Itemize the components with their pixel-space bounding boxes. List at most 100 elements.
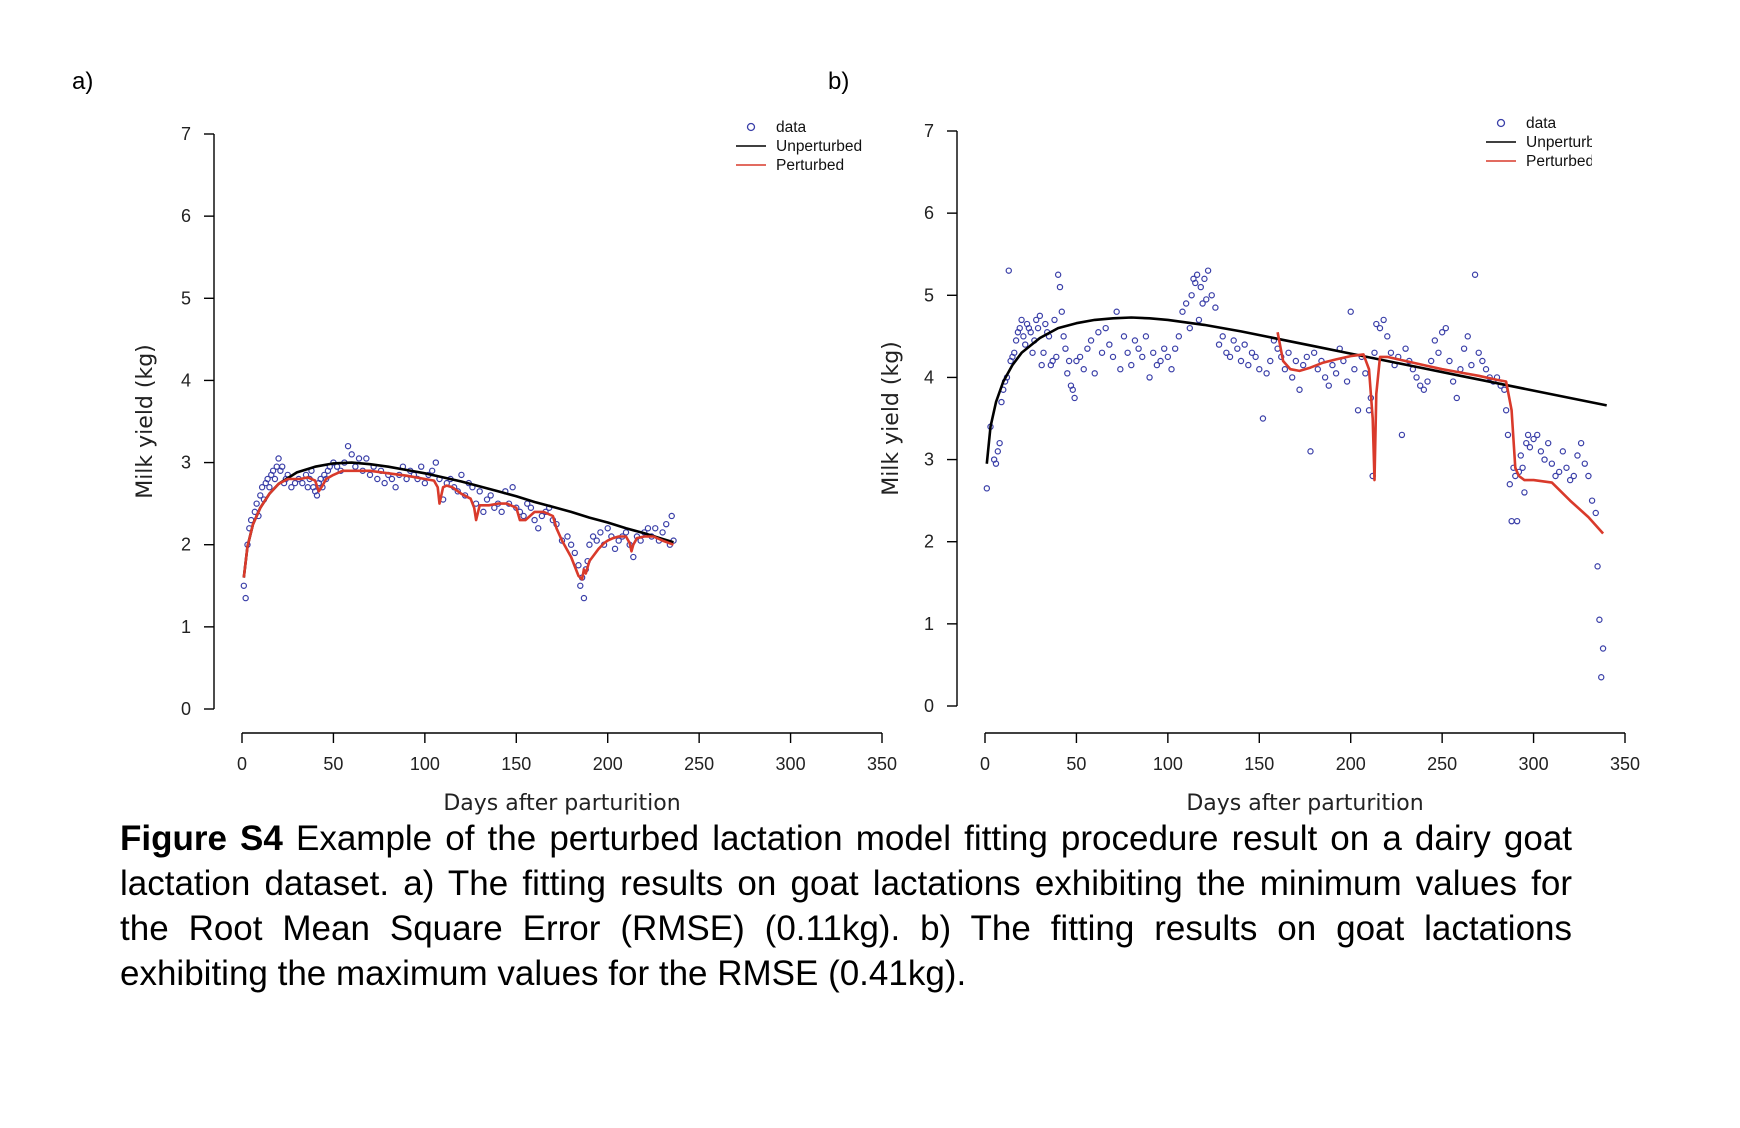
data-point [1435, 349, 1442, 356]
x-tick-label: 350 [1610, 754, 1640, 774]
data-point [615, 537, 622, 544]
data-point [1069, 386, 1076, 393]
data-point [1135, 345, 1142, 352]
data-point [1541, 456, 1548, 463]
x-tick-label: 50 [323, 754, 343, 774]
data-point [355, 455, 363, 462]
data-point [659, 529, 666, 536]
x-tick-label: 150 [1244, 754, 1274, 774]
data-point [1197, 283, 1204, 291]
data-point [1581, 460, 1588, 467]
data-point [611, 545, 619, 553]
x-tick-label: 200 [593, 754, 623, 774]
y-tick-label: 7 [181, 124, 191, 144]
data-point [1102, 324, 1109, 332]
data-point [1058, 308, 1066, 315]
chart-a: 0 1 2 3 4 5 6 7 0 50 100 150 200 250 300 350 Days after … [133, 119, 897, 816]
legend-data-marker [746, 122, 756, 132]
legend: data Unperturbed Perturbed [736, 119, 862, 174]
data-point [374, 475, 381, 483]
data-point [1049, 357, 1056, 365]
data-point [1427, 357, 1435, 365]
data-point [1413, 374, 1420, 381]
data-point [1416, 382, 1424, 389]
data-point [668, 512, 675, 520]
data-point [363, 455, 370, 462]
data-point [476, 488, 483, 495]
data-point [366, 471, 374, 479]
data-point [1373, 320, 1380, 328]
data-point [1596, 616, 1603, 623]
data-point [1453, 394, 1460, 402]
x-tick-label: 100 [410, 754, 440, 774]
data-point [344, 442, 352, 450]
data-point [1599, 645, 1607, 652]
data-point [264, 475, 271, 483]
data-point [1307, 448, 1314, 455]
data-point [242, 594, 249, 602]
data-point [1521, 489, 1528, 496]
data-point [1164, 353, 1172, 361]
data-point [1022, 341, 1029, 348]
caption-figure-number: Figure S4 [120, 819, 283, 858]
data-point [1329, 361, 1336, 369]
data-point [1259, 415, 1267, 422]
data-point [1226, 353, 1234, 361]
data-point [1042, 320, 1049, 328]
data-point [1464, 333, 1471, 340]
data-point [1513, 517, 1521, 525]
data-point [1245, 361, 1252, 369]
data-point [258, 484, 266, 491]
data-point [483, 496, 491, 503]
data-point [432, 459, 440, 466]
data-point [644, 525, 652, 532]
data-point [1109, 353, 1117, 361]
data-point [1449, 378, 1457, 385]
data-point [1438, 329, 1446, 336]
data-point [1201, 275, 1208, 283]
data-point [1530, 435, 1537, 443]
data-point [1175, 333, 1183, 340]
data-point [1343, 378, 1351, 385]
data-point [240, 582, 248, 589]
data-point [1005, 267, 1012, 274]
data-point [1193, 271, 1201, 278]
data-point [313, 492, 321, 499]
data-point [1594, 563, 1601, 570]
data-point [996, 439, 1003, 447]
data-point [1157, 357, 1164, 365]
data-point [257, 492, 264, 499]
data-point [1113, 308, 1120, 315]
data-point [1241, 341, 1248, 348]
data-point [1570, 472, 1578, 480]
data-point [567, 541, 575, 548]
data-point [575, 562, 582, 569]
data-point [520, 512, 527, 520]
data-point [288, 484, 295, 491]
data-point [1475, 349, 1482, 356]
data-point [1128, 361, 1135, 369]
perturbed-line [1276, 332, 1605, 535]
data-point [1482, 366, 1490, 373]
data-point [291, 479, 299, 487]
data-point [1592, 509, 1599, 517]
data-point [1288, 374, 1296, 381]
y-tick-label: 3 [181, 453, 191, 473]
data-point [1016, 324, 1023, 332]
x-tick-label: 250 [684, 754, 714, 774]
data-point [577, 582, 584, 589]
data-point [388, 475, 396, 483]
data-point [1080, 366, 1087, 373]
data-point [1020, 333, 1027, 340]
data-point [1117, 366, 1124, 373]
data-point [1263, 370, 1270, 377]
data-point [1517, 452, 1524, 459]
data-point [527, 504, 535, 511]
legend-label: Perturbed [776, 157, 844, 174]
data-point [1234, 345, 1241, 352]
data-point [1506, 481, 1514, 488]
data-point [509, 484, 516, 491]
data-point [480, 508, 487, 516]
data-point [1559, 448, 1567, 455]
data-point [269, 467, 277, 474]
